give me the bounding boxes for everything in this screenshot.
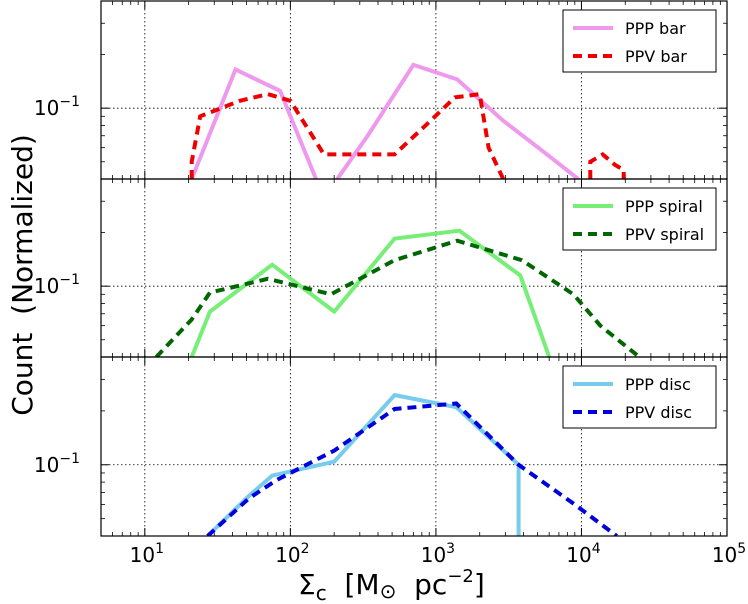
x-tick-label: 104 <box>566 541 600 567</box>
legend-box <box>562 9 717 73</box>
x-tick-label: 102 <box>275 541 309 567</box>
panel-bar: 10−1 PPP bar PPV bar <box>34 0 728 180</box>
series-line-ppp-disc <box>206 392 521 536</box>
legend-label: PPP disc <box>625 375 691 394</box>
series-line-ppp-spiral <box>189 228 552 357</box>
legend-label: PPP bar <box>625 19 686 38</box>
legend: PPP spiral PPV spiral <box>562 187 717 251</box>
panel-disc: 10−1 PPP disc PPV disc <box>34 356 728 537</box>
legend: PPP bar PPV bar <box>562 9 717 73</box>
x-tick-label: 101 <box>130 541 164 567</box>
legend: PPP disc PPV disc <box>562 365 717 429</box>
legend-box <box>562 365 717 429</box>
series-line-ppp-bar <box>335 62 580 179</box>
series-line-ppv-bar <box>189 91 506 179</box>
panel-spiral: 10−1 PPP spiral PPV spiral <box>34 178 728 358</box>
y-axis-label: Count (Normalized) <box>6 134 39 416</box>
legend-label: PPV disc <box>625 403 692 422</box>
y-tick-label: 10−1 <box>34 94 80 120</box>
y-tick-label: 10−1 <box>34 451 80 477</box>
legend-label: PPV spiral <box>625 225 704 244</box>
series-line-ppv-bar <box>588 151 626 179</box>
series-line-ppv-disc <box>206 401 618 536</box>
x-tick-label: 103 <box>421 541 455 567</box>
x-axis-label: Σc [M⊙ pc−2] <box>298 566 485 604</box>
y-tick-label: 10−1 <box>34 272 80 298</box>
legend-box <box>562 187 717 251</box>
series-line-ppp-bar <box>189 66 318 179</box>
legend-label: PPV bar <box>625 47 687 66</box>
x-axis-ticks: 101 102 103 104 105 <box>130 541 747 567</box>
x-tick-label: 105 <box>712 541 746 567</box>
axes-frame <box>100 356 728 537</box>
legend-label: PPP spiral <box>625 197 703 216</box>
